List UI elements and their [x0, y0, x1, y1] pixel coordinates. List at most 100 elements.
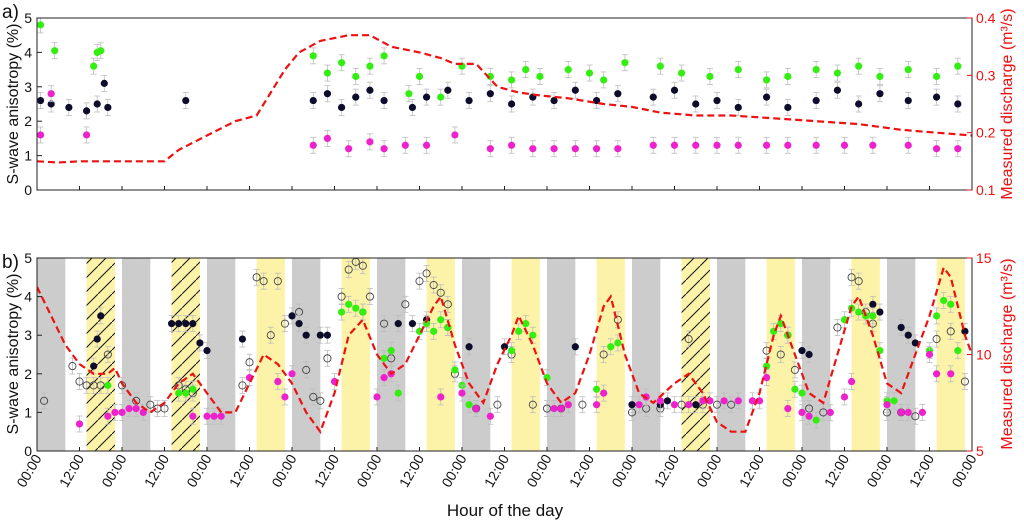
panel-a-point-magenta_dots-13: [529, 140, 537, 158]
panel-b-point-open_circles-18: [259, 272, 268, 290]
panel-b-point-black_dots-22: [571, 338, 579, 356]
panel-b-point-black_dots-14: [323, 326, 332, 344]
x-axis-tick-labels: 00:00 12:00 00:00 12:00 00:00 12:00 00:00 12:00…: [13, 451, 979, 490]
panel-a-point-green_dots-1: [51, 42, 59, 60]
panel-a-ylabel-right: Measured discharge (m³/s): [999, 8, 1016, 199]
panel-b-point-green_dots-33: [812, 411, 820, 429]
panel-b-plot-area: [37, 258, 972, 451]
panel-a-point-black_dots-31: [784, 99, 792, 116]
panel-b-point-green_dots-6: [352, 299, 360, 317]
panel-b-ylabel-left: S-wave anisotropy (%): [5, 274, 22, 435]
panel-b-point-open_circles-71: [932, 330, 941, 348]
panel-b-point-green_dots-13: [430, 322, 438, 340]
x-tick-label-7: 12:00: [311, 451, 342, 490]
panel-b-point-open_circles-31: [365, 288, 374, 306]
panel-a-point-magenta_dots-6: [366, 133, 374, 151]
x-tick-label-16: 00:00: [693, 451, 724, 490]
panel-b-point-green_dots-31: [791, 380, 799, 398]
x-tick-label-10: 00:00: [438, 451, 469, 490]
panel-b-point-open_circles-64: [847, 268, 856, 286]
panel-b-point-magenta_dots-44: [840, 388, 849, 406]
panel-b-point-black_dots-13: [316, 326, 324, 344]
panel-a-point-green_dots-29: [812, 61, 820, 78]
panel-b-point-open_circles-23: [302, 361, 311, 379]
panel-b-point-black_dots-31: [876, 303, 884, 321]
panel-b-point-open_circles-73: [960, 373, 969, 390]
panel-b-point-black_dots-2: [97, 307, 105, 325]
panel-a-point-magenta_dots-1: [47, 85, 55, 103]
panel-a-point-black_dots-4: [93, 95, 101, 113]
x-tick-label-5: 12:00: [226, 451, 257, 490]
panel-a-point-black_dots-34: [855, 95, 863, 113]
panel-a-point-magenta_dots-28: [904, 136, 912, 154]
panel-a-point-green_dots-5: [309, 47, 317, 65]
x-tick-label-20: 00:00: [863, 451, 894, 490]
panel-b-point-black_dots-9: [238, 330, 247, 348]
panel-b-point-open_circles-1: [68, 357, 77, 375]
panel-a-point-green_dots-30: [833, 64, 842, 82]
panel-b-point-black_dots-25: [663, 392, 672, 410]
panel-b-point-magenta_dots-43: [826, 403, 834, 421]
panel-b-label: b): [2, 252, 19, 273]
panel-a-point-green_dots-0: [37, 18, 45, 34]
panel-a-point-black_dots-9: [323, 85, 332, 103]
panel-b-point-green_dots-43: [932, 307, 941, 325]
panel-b-point-green_dots-32: [798, 384, 806, 402]
panel-b-point-magenta_dots-0: [75, 415, 84, 433]
panel-a-point-black_dots-13: [380, 92, 388, 109]
panel-b-point-black_dots-34: [911, 334, 919, 352]
panel-b-point-black_dots-11: [295, 315, 303, 333]
x-tick-label-0: 00:00: [13, 451, 44, 490]
panel-a-point-green_dots-22: [621, 54, 629, 72]
panel-a-point-black_dots-14: [408, 99, 417, 116]
panel-a-point-magenta_dots-29: [932, 140, 941, 158]
panel-a-point-black_dots-28: [713, 92, 721, 109]
panel-b-point-open_circles-28: [344, 261, 353, 278]
panel-a-point-black_dots-23: [592, 92, 601, 109]
panel-a-point-magenta_dots-16: [592, 140, 601, 158]
x-tick-label-18: 00:00: [778, 451, 809, 490]
panel-b-point-open_circles-2: [75, 373, 84, 390]
panel-b-point-open_circles-72: [946, 322, 955, 340]
panel-b-point-open_circles-44: [528, 396, 537, 414]
panel-b-point-green_dots-24: [592, 380, 601, 398]
panel-a-point-magenta_dots-27: [869, 136, 877, 154]
panel-b-band-2: [122, 258, 151, 451]
panel-b-band-14: [632, 258, 661, 451]
panel-b-point-green_dots-9: [387, 342, 395, 360]
panel-a-point-black_dots-27: [692, 95, 700, 113]
panel-b-point-open_circles-42: [493, 396, 502, 414]
panel-b-point-green_dots-7: [359, 303, 367, 321]
panel-a-point-black_dots-11: [352, 88, 360, 106]
panel-b-point-magenta_dots-49: [918, 403, 927, 421]
panel-b-point-open_circles-9: [146, 396, 155, 414]
panel-a-point-magenta_dots-0: [37, 126, 45, 144]
panel-b-point-magenta_dots-9: [210, 407, 218, 425]
panel-a-point-magenta_dots-10: [451, 126, 459, 144]
panel-b-point-black_dots-17: [408, 315, 417, 333]
panel-b-band-20: [887, 258, 916, 451]
panel-b-point-black_dots-23: [628, 396, 636, 414]
panel-a-point-magenta_dots-30: [954, 140, 962, 158]
panel-b-point-green_dots-46: [954, 342, 962, 360]
panel-a-point-black_dots-33: [833, 81, 842, 99]
panel-a-point-magenta_dots-2: [82, 126, 91, 144]
panel-a-point-magenta_dots-3: [309, 136, 317, 154]
panel-b-band-hatch-15: [681, 258, 710, 451]
panel-b-band-hatch-3: [171, 258, 200, 451]
panel-b-point-magenta_dots-22: [486, 407, 494, 425]
panel-b-point-green_dots-0: [104, 376, 112, 394]
panel-b-point-magenta_dots-35: [720, 392, 728, 410]
panel-a-point-black_dots-21: [550, 92, 558, 109]
panel-b-left-tick-label-5: 5: [24, 250, 32, 266]
panel-b-right-tick-label-2: 15: [976, 250, 992, 266]
panel-b-point-open_circles-32: [380, 315, 389, 333]
panel-b-point-magenta_dots-7: [189, 407, 197, 425]
panel-a-right-tick-label-2: 0.3: [976, 67, 996, 83]
panel-b-point-green_dots-41: [890, 392, 898, 410]
panel-b-point-black_dots-10: [288, 307, 296, 325]
panel-b-point-green_dots-19: [507, 342, 516, 360]
panel-b-point-open_circles-54: [684, 330, 693, 348]
panel-b-point-black_dots-0: [90, 357, 98, 375]
panel-a-point-green_dots-10: [380, 47, 388, 65]
